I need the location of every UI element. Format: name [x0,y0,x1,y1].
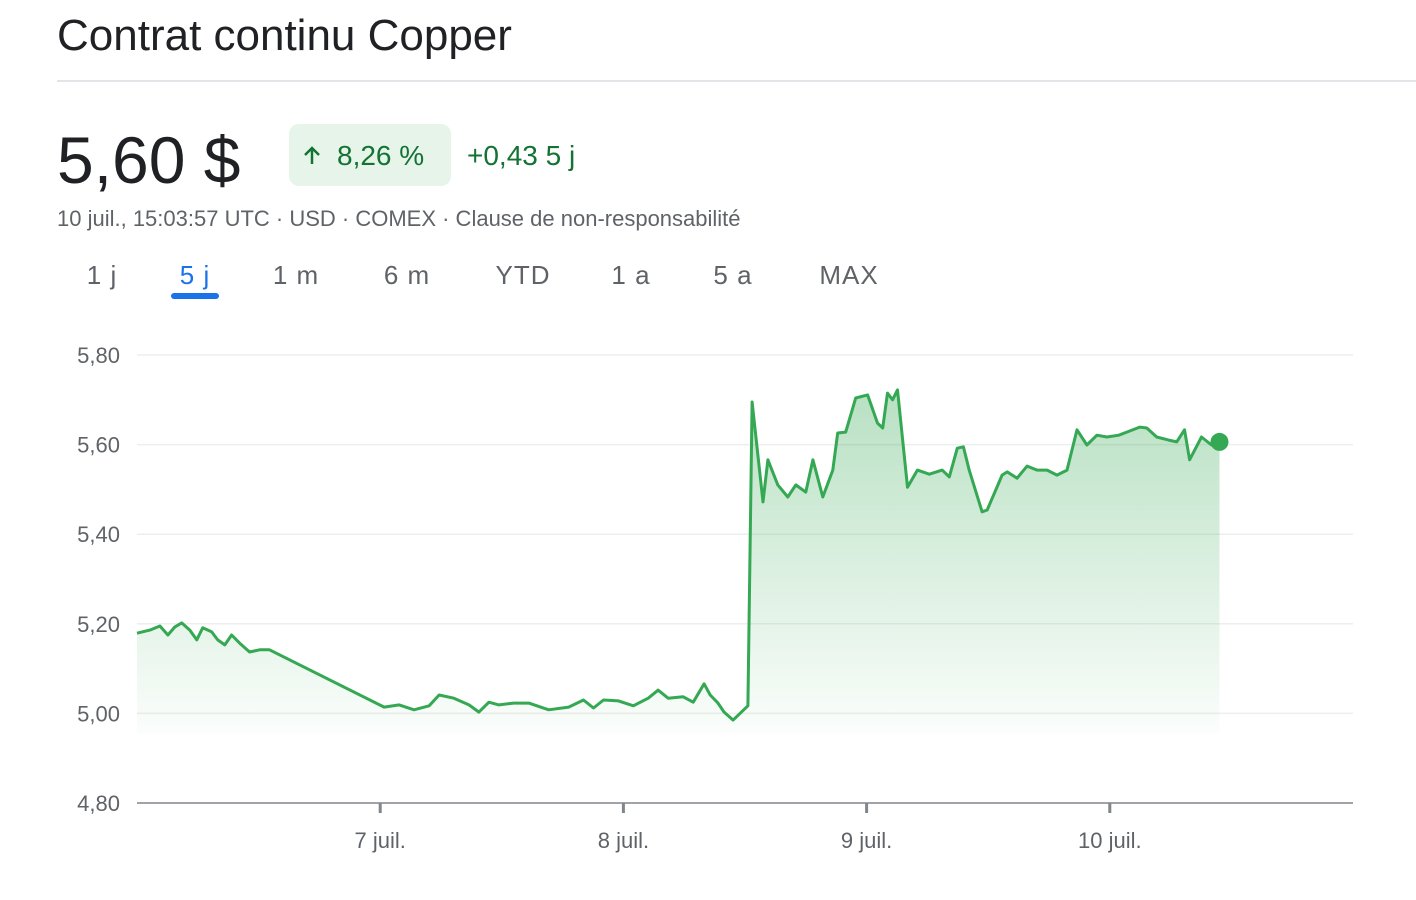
tab[interactable]: 1 m [273,260,319,290]
tab[interactable]: YTD [496,260,551,290]
y-tick-label: 5,40 [77,522,120,547]
tab[interactable]: MAX [819,260,878,290]
last-point [1210,432,1229,451]
x-tick-label: 9 juil. [841,828,892,853]
y-tick-label: 5,00 [77,701,120,726]
x-tick-label: 10 juil. [1078,828,1142,853]
tab[interactable]: 5 j [180,260,210,290]
tab[interactable]: 5 a [713,260,752,290]
tab[interactable]: 1 a [611,260,650,290]
y-tick-label: 5,20 [77,612,120,637]
tab[interactable]: 6 m [384,260,430,290]
tab-underline [171,293,219,299]
area [137,389,1220,734]
price: 5,60 $ [57,123,241,197]
tab-bar: 1 j 5 j 1 m 6 m YTD 1 a 5 a MAX [87,260,878,299]
y-tick-label: 5,80 [77,343,120,368]
x-tick-label: 8 juil. [598,828,649,853]
y-tick-label: 4,80 [77,791,120,816]
price-line [136,388,1221,722]
chart: 4,80 5,00 5,20 5,40 5,60 5,80 7 juil. 8 juil. 9 … [77,343,1353,853]
change-badge [289,124,451,186]
change-absolute: +0,43 5 j [467,140,575,171]
meta-line: 10 juil., 15:03:57 UTC · USD · COMEX · C… [57,206,741,231]
title: Contrat continu Copper [57,11,512,60]
change-percent: 8,26 % [337,140,424,171]
x-tick-label: 7 juil. [355,828,406,853]
y-tick-label: 5,60 [77,433,120,458]
up-arrow [304,146,320,164]
tab[interactable]: 1 j [87,260,117,290]
